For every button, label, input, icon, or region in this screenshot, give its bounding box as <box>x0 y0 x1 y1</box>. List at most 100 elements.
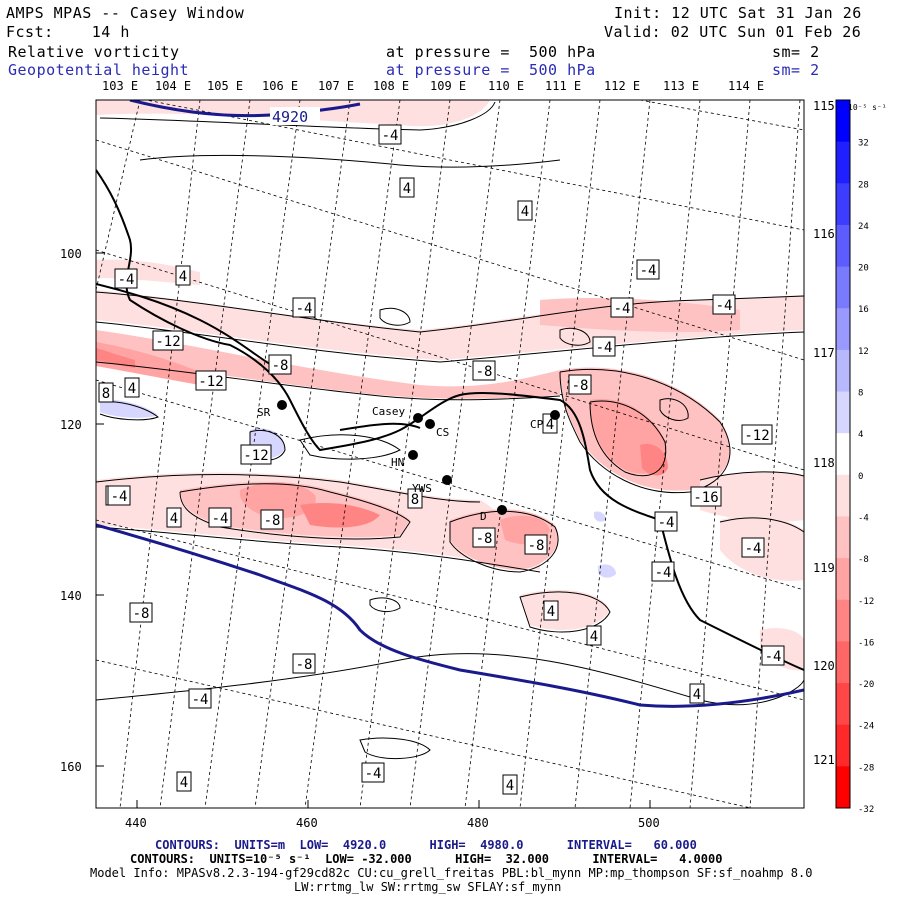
colorbar-segment <box>836 141 850 184</box>
vorticity-label: 4 <box>403 181 411 197</box>
svg-text:4920: 4920 <box>272 108 308 126</box>
vorticity-label: -12 <box>198 374 223 390</box>
colorbar-segment <box>836 766 850 809</box>
vorticity-label: -16 <box>693 490 718 506</box>
vorticity-label: 4 <box>170 511 178 527</box>
vorticity-label: -4 <box>716 298 733 314</box>
colorbar-tick-label: -20 <box>858 680 874 690</box>
vorticity-label: 4 <box>179 269 187 285</box>
station-marker-d <box>497 505 507 515</box>
colorbar-tick-label: 16 <box>858 305 869 315</box>
vorticity-label: -4 <box>765 649 782 665</box>
vorticity-label: -4 <box>640 263 657 279</box>
vorticity-label: -4 <box>614 301 631 317</box>
station-marker-yws <box>442 475 452 485</box>
colorbar-segment <box>836 641 850 684</box>
colorbar-unit: 10⁻⁵ s⁻¹ <box>848 103 887 112</box>
lon-top-labels: 103 E 104 E 105 E 106 E 107 E 108 E 109 E 110 E… <box>102 79 764 93</box>
station-marker-casey <box>413 413 423 423</box>
lon-label: 111 E <box>545 79 581 93</box>
plot-title: AMPS MPAS -- Casey Window <box>6 4 245 22</box>
vorticity-label: -8 <box>572 378 589 394</box>
lon-label: 109 E <box>430 79 466 93</box>
lon-label: 108 E <box>373 79 409 93</box>
x-tick-label: 440 <box>125 816 147 830</box>
colorbar: 32 28 24 20 16 12 8 4 0 -4 -8 -12 -16 -20 -24 -28 -32 <box>835 99 874 815</box>
colorbar-segment <box>836 349 850 393</box>
valid-time: Valid: 02 UTC Sun 01 Feb 26 <box>604 23 862 41</box>
lon-label: 104 E <box>155 79 191 93</box>
coastline <box>96 169 804 671</box>
colorbar-tick-label: 32 <box>858 139 869 149</box>
vorticity-label: -12 <box>243 448 268 464</box>
x-axis-ticks: 440 460 480 500 <box>125 800 660 830</box>
station-label-cp: CP <box>530 418 544 431</box>
vorticity-label: 4 <box>590 629 598 645</box>
colorbar-tick-label: -32 <box>858 805 874 815</box>
colorbar-segment <box>836 224 850 268</box>
lon-label: 112 E <box>604 79 640 93</box>
colorbar-segment <box>836 683 850 726</box>
colorbar-tick-label: 24 <box>858 222 869 232</box>
vorticity-label: 4 <box>521 204 529 220</box>
station-marker-hn <box>408 450 418 460</box>
field2-smoothing: sm= 2 <box>772 61 820 79</box>
colorbar-tick-label: -28 <box>858 763 874 773</box>
colorbar-tick-label: 28 <box>858 180 869 190</box>
y-axis-ticks: 100 120 140 160 <box>60 247 104 774</box>
lon-label: 106 E <box>262 79 298 93</box>
y-tick-label: 140 <box>60 589 82 603</box>
forecast-hour: Fcst: 14 h <box>6 23 130 41</box>
vorticity-label: -4 <box>192 692 209 708</box>
colorbar-tick-label: 12 <box>858 347 869 357</box>
vorticity-label: -4 <box>111 489 128 505</box>
vorticity-label: 4 <box>506 778 514 794</box>
vorticity-contour-info: CONTOURS: UNITS=10⁻⁵ s⁻¹ LOW= -32.000 HI… <box>130 852 723 866</box>
vorticity-label: -8 <box>272 358 289 374</box>
vorticity-label: -4 <box>382 128 399 144</box>
y-tick-label: 160 <box>60 760 82 774</box>
plot-frame <box>95 99 805 809</box>
colorbar-segment <box>836 516 850 559</box>
colorbar-segment <box>836 474 850 517</box>
station-label-cs: CS <box>436 426 449 439</box>
vorticity-label: -8 <box>133 606 150 622</box>
vorticity-label: -4 <box>745 541 762 557</box>
vorticity-label: 4 <box>180 775 188 791</box>
lon-label: 113 E <box>663 79 699 93</box>
field1-pressure: at pressure = 500 hPa <box>386 43 596 61</box>
colorbar-segment <box>836 183 850 226</box>
station-marker-cp <box>550 410 560 420</box>
x-tick-label: 480 <box>467 816 489 830</box>
vorticity-label: -4 <box>296 301 313 317</box>
station-labels: SR Casey CS HN YWS D CP <box>257 405 544 523</box>
colorbar-segment <box>836 308 850 351</box>
vorticity-label: 4 <box>547 604 555 620</box>
vorticity-label: -4 <box>655 565 672 581</box>
field1-name: Relative vorticity <box>8 43 180 61</box>
vorticity-label: 4 <box>693 687 701 703</box>
colorbar-segment <box>836 391 850 434</box>
vorticity-label: -4 <box>365 766 382 782</box>
colorbar-segment <box>836 433 850 476</box>
y-tick-label: 100 <box>60 247 82 261</box>
colorbar-segment <box>836 266 850 309</box>
vorticity-label: -8 <box>528 538 545 554</box>
colorbar-tick-label: -4 <box>858 513 869 523</box>
lon-label: 110 E <box>488 79 524 93</box>
colorbar-tick-label: 0 <box>858 472 863 482</box>
colorbar-tick-label: 8 <box>858 389 863 399</box>
lon-label: 103 E <box>102 79 138 93</box>
colorbar-tick-label: -24 <box>858 722 874 732</box>
height-contour-label: 4920 <box>270 107 320 126</box>
field2-pressure: at pressure = 500 hPa <box>386 61 596 79</box>
lon-label: 105 E <box>207 79 243 93</box>
model-info: Model Info: MPASv8.2.3-194-gf29cd82c CU:… <box>90 866 813 880</box>
lon-label: 107 E <box>318 79 354 93</box>
geopotential-height-contours <box>96 100 804 708</box>
vorticity-label: -8 <box>476 531 493 547</box>
vorticity-label: -12 <box>744 428 769 444</box>
vorticity-label: 8 <box>102 386 110 402</box>
colorbar-segment <box>836 599 850 642</box>
